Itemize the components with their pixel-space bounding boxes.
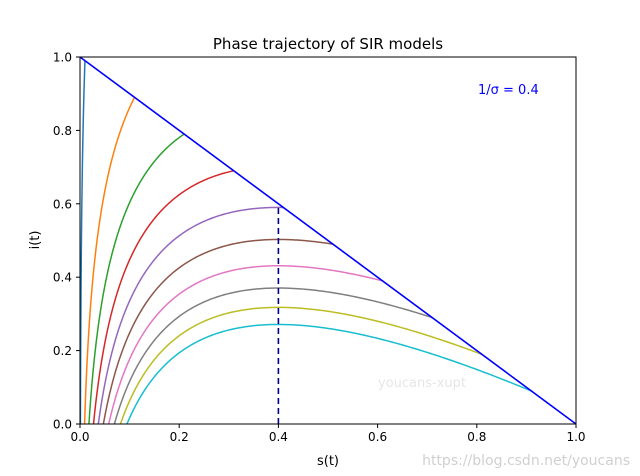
trajectory-line-3	[88, 133, 185, 425]
y-tick-label: 0.4	[53, 271, 72, 285]
y-tick-label: 0.0	[53, 418, 72, 432]
y-tick-label: 0.8	[53, 124, 72, 138]
x-tick-label: 0.2	[170, 430, 189, 444]
x-axis-ticks: 0.0 0.2 0.4 0.6 0.8 1.0	[70, 424, 586, 444]
trajectory-line-5	[97, 206, 284, 425]
trajectory-line-7	[107, 265, 383, 425]
plot-area	[79, 56, 577, 425]
y-axis-ticks: 0.0 0.2 0.4 0.6 0.8 1.0	[53, 51, 80, 432]
x-tick-label: 0.4	[269, 430, 288, 444]
trajectory-line-4	[92, 170, 234, 425]
x-tick-label: 1.0	[566, 430, 585, 444]
plot-frame	[79, 56, 577, 425]
y-axis-label: i(t)	[28, 231, 43, 250]
trajectory-line-2	[83, 97, 136, 425]
watermark-inner: youcans-xupt	[378, 376, 466, 391]
trajectory-line-10	[126, 323, 532, 425]
trajectory-line-8	[113, 287, 433, 425]
y-tick-label: 0.6	[53, 197, 72, 211]
y-tick-label: 0.2	[53, 344, 72, 358]
boundary-line	[79, 56, 577, 425]
y-tick-label: 1.0	[53, 51, 72, 65]
x-tick-label: 0.8	[467, 430, 486, 444]
sigma-annotation: 1/σ = 0.4	[478, 83, 539, 98]
watermark-url: https://blog.csdn.net/youcans	[422, 453, 630, 469]
x-tick-label: 0.6	[368, 430, 387, 444]
trajectory-line-1	[79, 60, 86, 425]
x-tick-label: 0.0	[70, 430, 89, 444]
trajectory-line-6	[102, 238, 334, 425]
x-axis-label: s(t)	[317, 454, 339, 469]
chart-title: Phase trajectory of SIR models	[213, 35, 443, 53]
trajectory-line-9	[119, 306, 483, 425]
